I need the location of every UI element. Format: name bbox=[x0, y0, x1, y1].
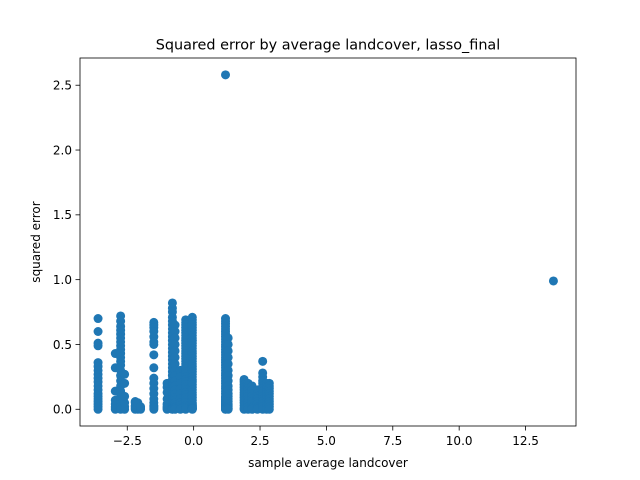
data-point bbox=[149, 363, 159, 373]
data-point bbox=[264, 404, 274, 414]
x-tick-label: −2.5 bbox=[113, 434, 142, 448]
data-point bbox=[93, 314, 103, 324]
x-tick-label: 5.0 bbox=[317, 434, 336, 448]
data-point bbox=[221, 70, 231, 80]
data-point bbox=[120, 391, 130, 401]
x-tick-label: 12.5 bbox=[512, 434, 539, 448]
y-tick-label: 1.5 bbox=[53, 208, 72, 222]
data-point bbox=[170, 352, 180, 362]
y-tick-label: 0.0 bbox=[53, 403, 72, 417]
y-tick-label: 2.0 bbox=[53, 143, 72, 157]
data-point bbox=[548, 276, 558, 286]
data-point bbox=[170, 346, 180, 356]
data-point bbox=[149, 404, 159, 414]
data-point bbox=[149, 339, 159, 349]
data-point bbox=[136, 402, 146, 412]
x-axis-label: sample average landcover bbox=[248, 456, 408, 470]
data-point bbox=[223, 352, 233, 362]
data-point bbox=[223, 404, 233, 414]
plot-frame bbox=[79, 57, 577, 427]
chart-title: Squared error by average landcover, lass… bbox=[156, 38, 501, 54]
data-point bbox=[93, 404, 103, 414]
data-point bbox=[223, 333, 233, 343]
data-point bbox=[170, 327, 180, 336]
y-axis-ticks: 0.0 0.5 1.0 1.5 2.0 2.5 bbox=[53, 79, 80, 417]
y-axis-label: squared error bbox=[29, 201, 43, 282]
data-point bbox=[120, 398, 130, 408]
x-axis-ticks: −2.5 0.0 2.5 5.0 7.5 10.0 12.5 bbox=[113, 426, 539, 448]
x-tick-label: 2.5 bbox=[250, 434, 269, 448]
data-point bbox=[223, 346, 233, 356]
x-tick-label: 7.5 bbox=[383, 434, 402, 448]
data-point bbox=[120, 378, 130, 388]
y-tick-label: 0.5 bbox=[53, 338, 72, 352]
x-tick-label: 10.0 bbox=[446, 434, 473, 448]
data-point bbox=[93, 327, 103, 336]
data-point bbox=[170, 320, 180, 330]
data-point bbox=[93, 341, 103, 351]
data-point bbox=[120, 369, 130, 379]
data-point bbox=[258, 356, 268, 366]
data-point bbox=[170, 359, 180, 369]
scatter-points bbox=[93, 70, 558, 414]
data-point bbox=[170, 339, 180, 349]
y-tick-label: 2.5 bbox=[53, 79, 72, 93]
data-point bbox=[170, 333, 180, 343]
data-point bbox=[223, 339, 233, 349]
x-tick-label: 0.0 bbox=[184, 434, 203, 448]
data-point bbox=[223, 359, 233, 369]
y-tick-label: 1.0 bbox=[53, 273, 72, 287]
data-point bbox=[149, 350, 159, 360]
data-point bbox=[187, 404, 197, 414]
